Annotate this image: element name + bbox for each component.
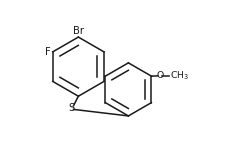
Text: Br: Br — [73, 26, 84, 36]
Text: CH$_3$: CH$_3$ — [170, 70, 189, 82]
Text: S: S — [68, 103, 75, 113]
Text: F: F — [45, 47, 50, 57]
Text: O: O — [156, 71, 163, 80]
